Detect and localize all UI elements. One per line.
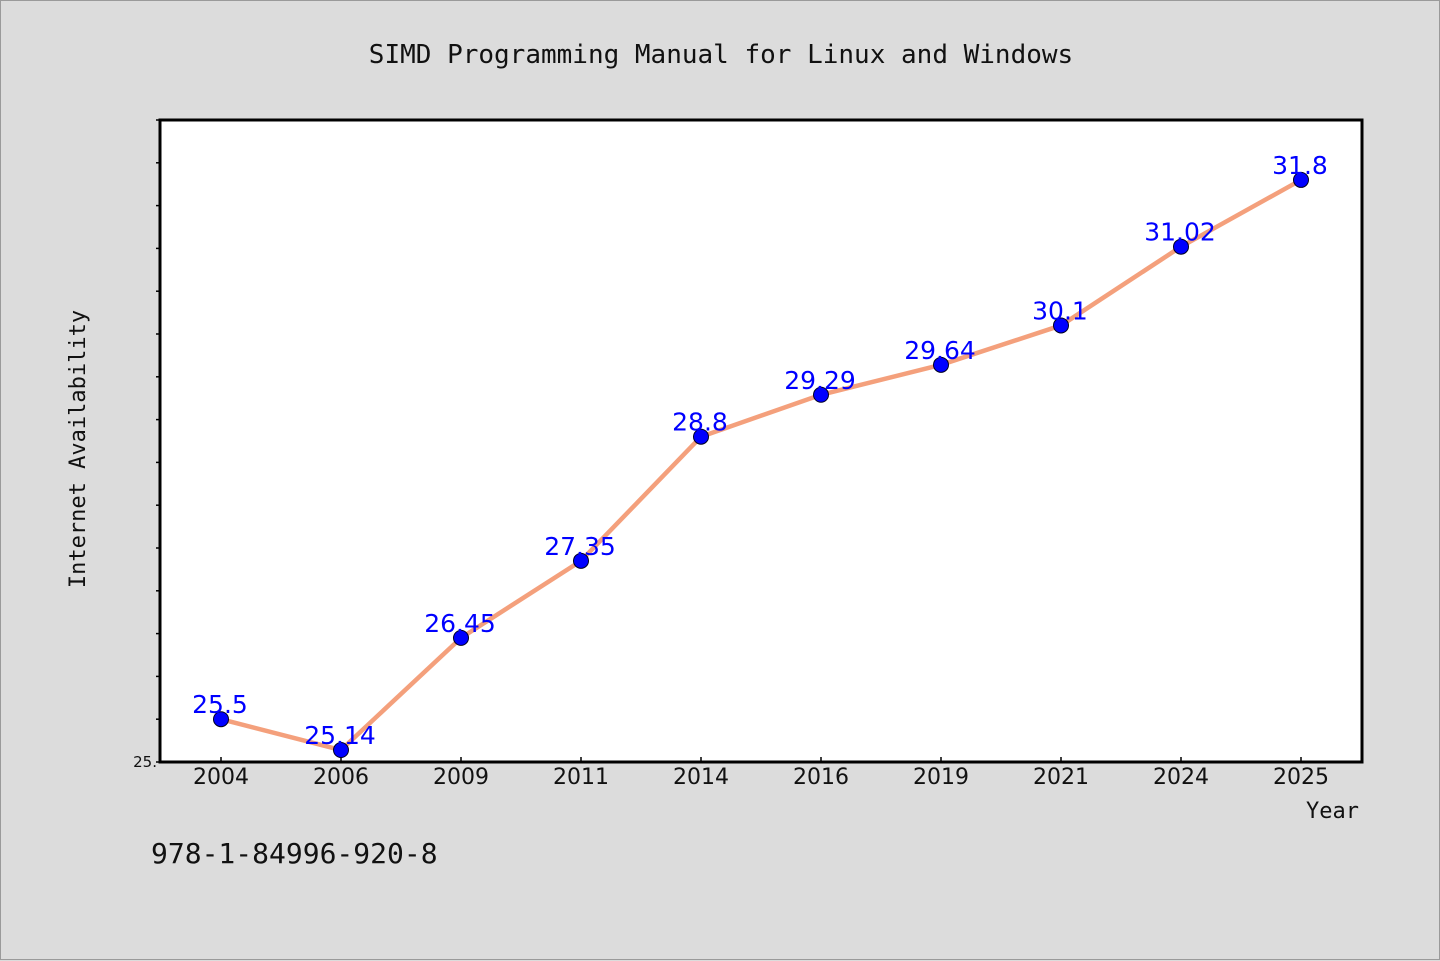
x-tick-label: 2016 <box>793 765 849 790</box>
y-axis-label: Internet Availability <box>66 310 91 588</box>
x-axis-ticks: 2004 2006 2009 2011 2014 2016 2019 2021 2024 2025 <box>193 757 1329 790</box>
data-label: 30.1 <box>1032 296 1088 325</box>
data-point <box>693 428 709 445</box>
chart-title: SIMD Programming Manual for Linux and Wi… <box>369 40 1073 70</box>
isbn-label: 978-1-84996-920-8 <box>151 837 438 870</box>
data-label: 28.8 <box>672 408 728 437</box>
series-line <box>218 177 1304 753</box>
data-label: 25.5 <box>192 690 248 719</box>
data-label: 29.64 <box>904 336 976 365</box>
data-point <box>933 356 949 373</box>
plot-area <box>158 118 1364 764</box>
series-markers <box>213 171 1309 759</box>
x-tick-label: 2019 <box>913 765 969 790</box>
x-tick-label: 2025 <box>1273 765 1329 790</box>
data-label: 25.14 <box>304 721 376 750</box>
x-axis-label: Year <box>1306 799 1359 824</box>
x-tick-label: 2011 <box>553 765 609 790</box>
data-label: 27.35 <box>544 532 616 561</box>
data-point <box>1173 238 1189 255</box>
x-tick-label: 2004 <box>193 765 249 790</box>
data-label: 31.8 <box>1272 151 1328 180</box>
data-point <box>813 386 829 403</box>
data-labels: 25.5 25.14 26.45 27.35 28.8 29.29 29.64 30.1 31.… <box>192 151 1328 750</box>
data-point <box>333 742 349 759</box>
x-tick-label: 2009 <box>433 765 489 790</box>
data-point <box>1053 317 1069 334</box>
x-tick-label: 2021 <box>1033 765 1089 790</box>
data-point <box>573 552 589 569</box>
y-axis-ticks: 25. <box>133 119 161 771</box>
data-label: 31.02 <box>1144 218 1216 247</box>
data-point <box>453 629 469 646</box>
data-point <box>213 711 229 728</box>
x-tick-label: 2006 <box>313 765 369 790</box>
y-tick-label: 25. <box>133 753 157 771</box>
data-label: 26.45 <box>424 609 496 638</box>
x-tick-label: 2024 <box>1153 765 1209 790</box>
x-tick-label: 2014 <box>673 765 729 790</box>
data-label: 29.29 <box>784 366 856 395</box>
series-line-group <box>218 177 1304 753</box>
data-point <box>1293 171 1309 188</box>
